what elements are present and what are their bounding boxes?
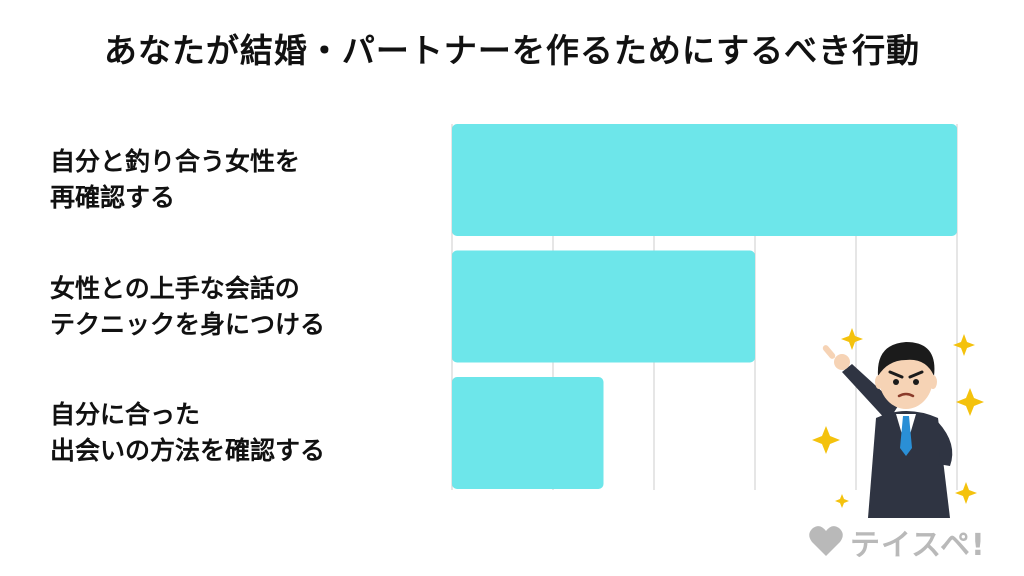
heart-icon <box>809 526 843 556</box>
category-label-line: テクニックを身につける <box>50 309 326 339</box>
page-title: あなたが結婚・パートナーを作るためにするべき行動 <box>103 31 921 70</box>
category-label-2: 女性との上手な会話の テクニックを身につける <box>50 271 430 343</box>
category-label-line: 自分に合った <box>50 400 201 429</box>
sparkle-icons <box>812 328 984 508</box>
bar-2 <box>452 250 755 363</box>
bar-3 <box>452 377 604 489</box>
bar-1 <box>452 124 957 236</box>
watermark: テイスペ! <box>806 520 986 564</box>
category-label-line: 自分と釣り合う女性を <box>50 147 301 176</box>
watermark-text: テイスペ! <box>850 528 986 563</box>
category-label-line: 女性との上手な会話の <box>50 273 300 303</box>
pointing-businessman-icon <box>812 328 984 518</box>
category-label-1: 自分と釣り合う女性を 再確認する <box>50 144 430 216</box>
category-label-3: 自分に合った出会いの方法を確認する <box>50 397 430 469</box>
category-label-line: 再確認する <box>50 183 176 212</box>
category-label-line: 出会いの方法を確認する <box>50 436 326 465</box>
